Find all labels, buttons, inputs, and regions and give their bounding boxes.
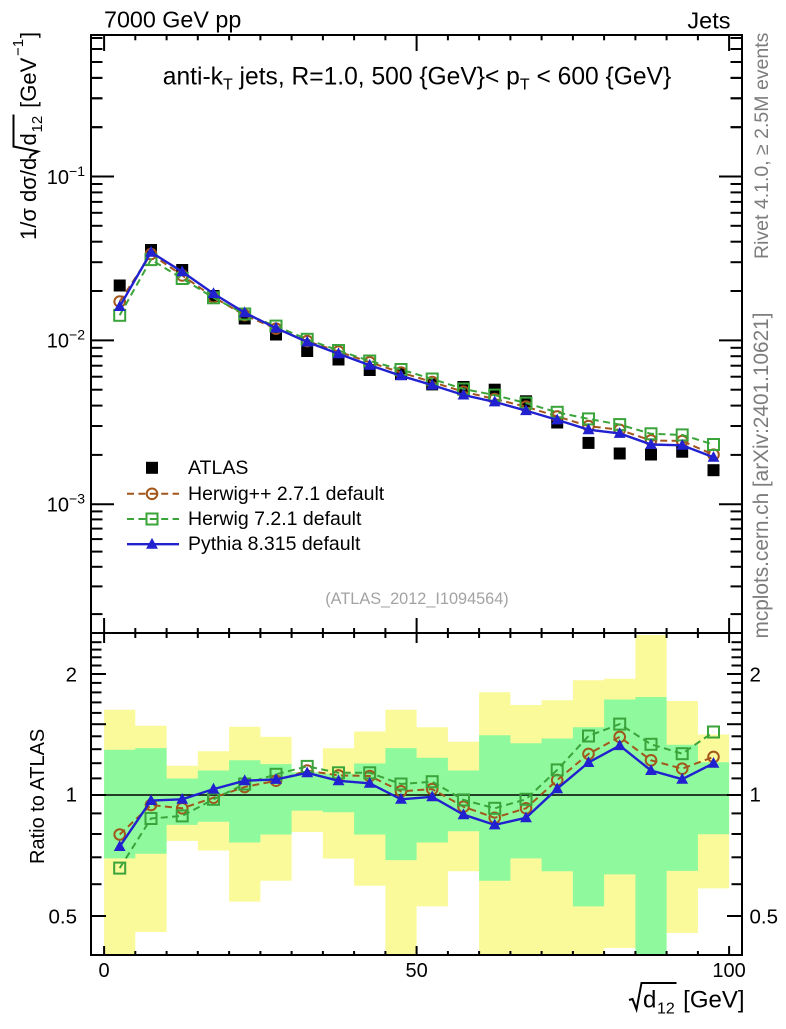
svg-text:12: 12	[657, 1001, 675, 1018]
svg-text:1/σ dσ/d: 1/σ dσ/d	[16, 158, 41, 240]
svg-text:2: 2	[750, 664, 761, 687]
svg-text:50: 50	[405, 960, 427, 982]
svg-text:12: 12	[29, 116, 46, 133]
svg-text:Rivet 4.1.0, ≥ 2.5M events: Rivet 4.1.0, ≥ 2.5M events	[751, 32, 773, 259]
svg-text:(ATLAS_2012_I1094564): (ATLAS_2012_I1094564)	[325, 590, 508, 608]
svg-text:7000 GeV pp: 7000 GeV pp	[104, 7, 241, 33]
svg-text:ATLAS: ATLAS	[188, 457, 248, 479]
svg-text:100: 100	[712, 960, 745, 982]
svg-text:[GeV]: [GeV]	[677, 987, 745, 1014]
svg-text:1: 1	[750, 784, 761, 807]
svg-text:d: d	[16, 133, 41, 145]
svg-text:Jets: Jets	[687, 8, 730, 34]
svg-text:0.5: 0.5	[49, 906, 78, 929]
svg-text:10−3: 10−3	[47, 491, 85, 517]
svg-text:]: ]	[16, 32, 41, 38]
svg-text:Herwig 7.2.1 default: Herwig 7.2.1 default	[188, 508, 362, 530]
svg-text:anti-kT jets, R=1.0, 500 {GeV}: anti-kT jets, R=1.0, 500 {GeV}< pT < 600…	[163, 64, 671, 94]
svg-text:−1: −1	[10, 39, 27, 56]
svg-text:0: 0	[99, 960, 110, 982]
svg-text:10−1: 10−1	[47, 163, 85, 189]
svg-text:mcplots.cern.ch [arXiv:2401.10: mcplots.cern.ch [arXiv:2401.10621]	[750, 313, 773, 639]
svg-text:Herwig++ 2.7.1 default: Herwig++ 2.7.1 default	[188, 483, 385, 505]
svg-text:1: 1	[66, 784, 77, 807]
svg-text:Ratio to ATLAS: Ratio to ATLAS	[27, 729, 49, 864]
svg-text:10−2: 10−2	[47, 327, 85, 353]
svg-text:0.5: 0.5	[750, 906, 779, 929]
svg-text:d: d	[643, 987, 656, 1014]
svg-text:[GeV: [GeV	[16, 57, 41, 114]
svg-text:2: 2	[66, 664, 77, 687]
svg-text:Pythia 8.315 default: Pythia 8.315 default	[188, 533, 361, 555]
